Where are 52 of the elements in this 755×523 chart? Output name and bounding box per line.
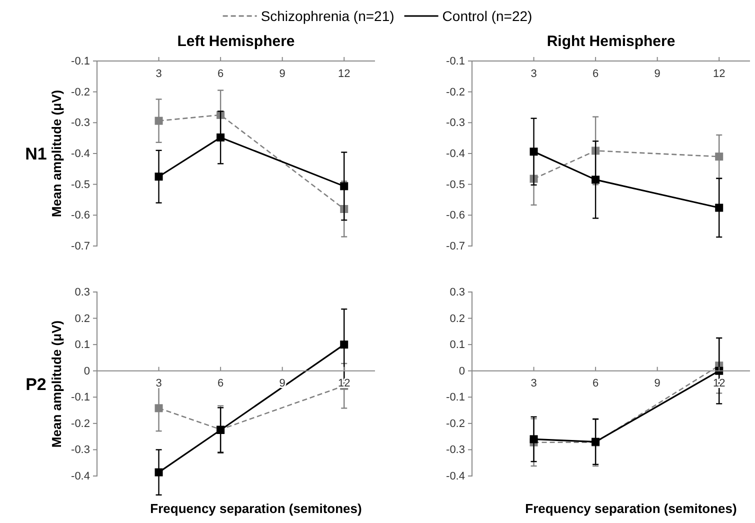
y-tick-label: 0.2 [450, 312, 465, 325]
y-tick-label: -0.4 [71, 148, 90, 160]
legend-label: Schizophrenia (n=21) [260, 8, 394, 24]
y-tick-label: 0.3 [74, 286, 90, 299]
x-tick-label: 3 [156, 68, 162, 80]
y-tick-label: -0.3 [71, 444, 90, 456]
y-tick-label: -0.3 [446, 117, 465, 130]
y-tick-label: -0.4 [446, 470, 465, 483]
x-tick-label: 6 [217, 68, 224, 80]
y-tick-label: 0 [84, 365, 90, 378]
text: N1 [25, 144, 47, 164]
y-tick-label: -0.2 [71, 86, 90, 98]
y-tick-label: 0 [458, 365, 465, 378]
legend-label: Control (n=22) [442, 8, 532, 24]
x-tick-label: 6 [217, 378, 224, 390]
y-tick-label: -0.2 [71, 418, 90, 430]
x-tick-label: 9 [279, 68, 286, 80]
y-tick-label: -0.1 [71, 392, 90, 404]
x-tick-label: 6 [592, 378, 599, 390]
y-tick-label: -0.6 [71, 210, 90, 222]
y-tick-label: -0.3 [71, 117, 90, 130]
y-tick-label: -0.5 [71, 178, 90, 191]
y-tick-label: 0.3 [450, 286, 465, 299]
y-axis-title: Mean amplitude (μV) [49, 320, 64, 448]
y-axis-title: Mean amplitude (μV) [49, 90, 64, 218]
x-tick-label: 6 [592, 68, 599, 80]
y-tick-label: -0.2 [446, 86, 465, 98]
x-tick-label: 3 [530, 378, 537, 390]
x-tick-label: 12 [712, 68, 726, 80]
y-tick-label: -0.1 [446, 56, 465, 68]
text: P2 [26, 375, 46, 394]
x-axis-title: Frequency separation (semitones) [525, 501, 737, 516]
y-tick-label: -0.4 [446, 148, 465, 160]
y-tick-label: -0.3 [446, 444, 465, 456]
chart-title: Right Hemisphere [546, 33, 676, 50]
y-tick-label: -0.1 [71, 56, 90, 68]
x-tick-label: 9 [654, 378, 660, 390]
x-axis-title: Frequency separation (semitones) [150, 501, 362, 516]
chart-title: Left Hemisphere [177, 33, 295, 50]
y-tick-label: -0.6 [446, 210, 465, 222]
y-tick-label: -0.4 [71, 470, 90, 483]
x-tick-label: 12 [338, 68, 350, 80]
y-tick-label: -0.1 [446, 392, 465, 404]
y-tick-label: 0.1 [450, 339, 465, 352]
y-tick-label: -0.2 [446, 418, 465, 430]
y-tick-label: 0.1 [74, 339, 90, 352]
y-tick-label: -0.7 [71, 240, 90, 253]
x-tick-label: 3 [530, 68, 537, 80]
y-tick-label: -0.5 [446, 178, 465, 191]
y-tick-label: -0.7 [446, 240, 465, 253]
y-tick-label: 0.2 [74, 312, 90, 325]
x-tick-label: 9 [654, 68, 660, 80]
